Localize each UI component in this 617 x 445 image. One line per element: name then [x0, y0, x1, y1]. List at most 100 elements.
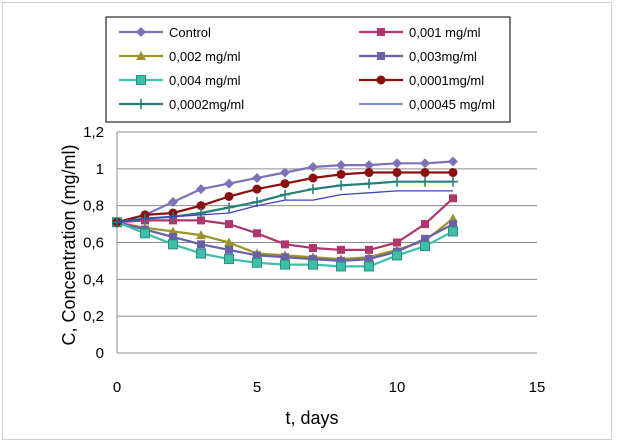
data-point — [308, 259, 318, 270]
data-point — [224, 178, 234, 189]
data-point — [308, 184, 318, 195]
x-tick-labels: 0 5 10 15 — [113, 379, 546, 396]
legend-item: 0,00045 mg/ml — [359, 97, 495, 112]
data-point — [392, 250, 402, 261]
data-point — [448, 176, 458, 187]
legend-label: 0,002 mg/ml — [169, 49, 241, 64]
data-point — [253, 229, 261, 238]
x-tick-label: 0 — [113, 379, 121, 396]
data-point — [377, 28, 385, 36]
data-point — [420, 158, 430, 169]
data-point — [196, 248, 206, 259]
data-point — [225, 220, 233, 229]
legend-item: 0,001 mg/ml — [359, 25, 481, 40]
data-point — [196, 184, 206, 195]
data-point — [364, 261, 374, 272]
y-axis-label: C, Concentration (mg/ml) — [59, 144, 79, 345]
data-point — [392, 168, 402, 178]
y-tick-label: 1 — [96, 161, 104, 178]
data-point — [449, 220, 457, 229]
data-point — [420, 168, 430, 178]
legend-item: 0,0002mg/ml — [119, 97, 244, 112]
legend-label: 0,004 mg/ml — [169, 73, 241, 88]
legend-label: 0,001 mg/ml — [409, 25, 481, 40]
data-point — [225, 245, 233, 254]
data-point — [336, 180, 346, 191]
data-point — [365, 255, 373, 264]
legend-item: 0,004 mg/ml — [119, 73, 241, 88]
data-point — [280, 179, 290, 189]
data-point — [224, 237, 234, 247]
legend-label: Control — [169, 25, 211, 40]
data-point — [280, 189, 290, 200]
data-point — [448, 168, 458, 178]
y-tick-label: 0,6 — [83, 235, 104, 252]
data-point — [421, 220, 429, 229]
axes — [116, 132, 537, 354]
legend: Control 0,001 mg/ml 0,002 mg/ml 0,003mg/ml 0… — [105, 16, 511, 123]
data-point — [197, 240, 205, 249]
data-point — [448, 156, 458, 167]
data-point — [252, 257, 262, 268]
legend-label: 0,003mg/ml — [409, 49, 477, 64]
data-point — [393, 238, 401, 247]
data-point — [136, 99, 146, 109]
data-point — [252, 184, 262, 194]
data-point — [168, 239, 178, 250]
data-point — [136, 27, 146, 37]
series — [113, 194, 457, 254]
data-point — [253, 251, 261, 260]
x-tick-label: 5 — [253, 379, 261, 396]
data-point — [308, 173, 318, 183]
data-point — [280, 259, 290, 270]
data-point — [224, 191, 234, 201]
chart-frame — [2, 2, 612, 440]
data-point — [337, 256, 345, 265]
data-point — [136, 75, 146, 85]
data-point — [309, 255, 317, 264]
y-tick-label: 0,4 — [83, 271, 104, 288]
data-point — [448, 226, 458, 237]
data-point — [136, 51, 146, 60]
data-point — [364, 178, 374, 189]
legend-label: 0,00045 mg/ml — [409, 97, 495, 112]
data-point — [364, 168, 374, 178]
data-point — [281, 240, 289, 249]
x-tick-label: 10 — [389, 379, 406, 396]
y-tick-label: 0 — [96, 345, 104, 362]
data-point — [392, 158, 402, 169]
data-point — [196, 201, 206, 211]
y-tick-labels: 0 0,2 0,4 0,6 0,8 1 1,2 — [83, 124, 104, 362]
data-point — [377, 52, 385, 60]
data-point — [420, 176, 430, 187]
legend-item: 0,003mg/ml — [359, 49, 477, 64]
data-point — [420, 241, 430, 252]
gridlines — [117, 131, 537, 317]
data-point — [252, 173, 262, 184]
x-tick-label: 15 — [529, 379, 546, 396]
data-point — [392, 176, 402, 187]
data-point — [281, 253, 289, 262]
data-point — [365, 245, 373, 254]
legend-label: 0,0001mg/ml — [409, 73, 484, 88]
series-line — [116, 190, 453, 223]
data-point — [337, 245, 345, 254]
data-point — [140, 228, 150, 239]
data-point — [449, 194, 457, 203]
data-point — [196, 230, 206, 240]
data-point — [197, 216, 205, 225]
data-point — [196, 208, 206, 219]
y-tick-label: 0,2 — [83, 308, 104, 325]
data-point — [421, 234, 429, 243]
data-point — [308, 161, 318, 172]
legend-item: 0,0001mg/ml — [359, 73, 484, 88]
legend-item: 0,002 mg/ml — [119, 49, 241, 64]
series — [116, 190, 453, 223]
legend-label: 0,0002mg/ml — [169, 97, 244, 112]
data-point — [364, 160, 374, 171]
data-point — [336, 261, 346, 272]
data-point — [336, 160, 346, 171]
plot-area — [112, 156, 458, 272]
